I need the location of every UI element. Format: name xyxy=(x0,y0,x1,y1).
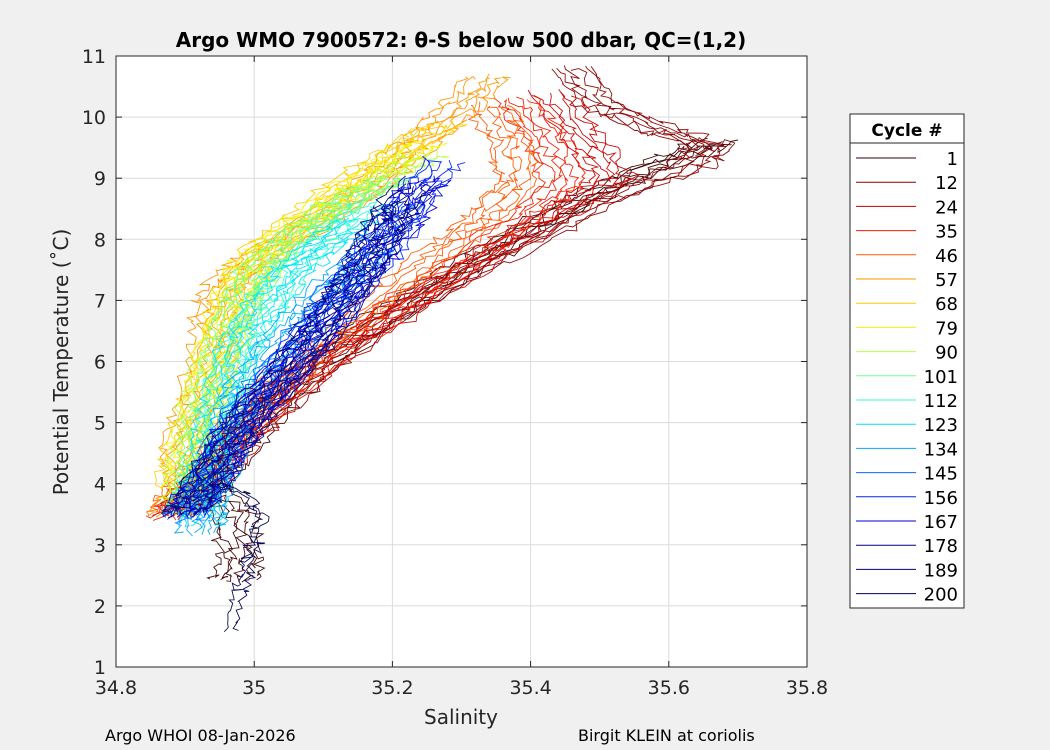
legend-entry-label: 178 xyxy=(924,536,958,557)
legend-entry-label: 101 xyxy=(924,367,958,388)
legend: Cycle # 11224354657687990101112123134145… xyxy=(849,113,965,609)
legend-entry-label: 156 xyxy=(924,488,958,509)
profile-line-cycle-189 xyxy=(175,184,394,505)
x-tick-label: 34.8 xyxy=(95,677,137,699)
profile-line-cycle-134 xyxy=(173,252,351,534)
legend-entry-label: 24 xyxy=(935,197,958,218)
profile-line-cycle-68 xyxy=(171,122,446,492)
chart-title: Argo WMO 7900572: θ-S below 500 dbar, QC… xyxy=(176,28,746,52)
y-tick-label: 10 xyxy=(82,107,106,129)
profile-line-cycle-189 xyxy=(186,180,412,504)
legend-entry-label: 90 xyxy=(935,343,958,364)
profile-line-cycle-178 xyxy=(176,203,397,516)
y-tick-label: 6 xyxy=(94,352,106,374)
profile-line-cycle-46 xyxy=(180,105,532,512)
y-tick-label: 11 xyxy=(82,46,106,68)
profile-line-cycle-90 xyxy=(177,155,421,503)
profile-line-cycle-200 xyxy=(222,483,270,631)
legend-entry-label: 57 xyxy=(935,270,958,291)
legend-entry-label: 112 xyxy=(924,391,958,412)
x-axis-label: Salinity xyxy=(424,705,498,729)
y-tick-label: 2 xyxy=(94,596,106,618)
y-tick-label: 5 xyxy=(94,413,106,435)
legend-entry-label: 79 xyxy=(935,318,958,339)
x-tick-label: 35.4 xyxy=(509,677,551,699)
y-tick-label: 4 xyxy=(94,474,106,496)
y-axis-label: Potential Temperature (˚C) xyxy=(49,229,73,496)
profile-line-cycle-35 xyxy=(152,98,556,521)
profile-line-cycle-24 xyxy=(195,95,640,515)
footer-source: Argo WHOI 08-Jan-2026 xyxy=(105,726,296,745)
profile-line-cycle-46 xyxy=(164,105,517,517)
legend-entry-label: 189 xyxy=(924,560,958,581)
footer-credit: Birgit KLEIN at coriolis xyxy=(578,726,755,745)
profile-line-cycle-134 xyxy=(213,248,392,534)
axis-ticks: 34.8 35 35.2 35.4 35.6 35.8 1 2 3 4 5 6 7 8 9 10 11 xyxy=(82,46,828,699)
legend-entry-label: 35 xyxy=(935,222,958,243)
profile-line-cycle-46 xyxy=(189,105,540,517)
legend-entry-label: 145 xyxy=(924,464,958,485)
profile-line-cycle-112 xyxy=(185,199,379,517)
legend-box xyxy=(849,113,965,609)
profile-line-cycle-189 xyxy=(176,183,407,506)
legend-entry-label: 200 xyxy=(924,585,958,606)
profile-line-cycle-189 xyxy=(208,184,440,505)
profile-line-cycle-167 xyxy=(170,177,419,516)
profile-line-cycle-101 xyxy=(183,177,389,507)
x-tick-label: 35 xyxy=(242,677,266,699)
profile-line-cycle-200 xyxy=(217,481,264,633)
profile-line-cycle-101 xyxy=(165,178,371,506)
x-tick-label: 35.2 xyxy=(371,677,413,699)
legend-entry-label: 46 xyxy=(935,246,958,267)
y-tick-label: 8 xyxy=(94,229,106,251)
x-tick-label: 35.8 xyxy=(786,677,828,699)
legend-entry-label: 123 xyxy=(924,415,958,436)
profile-line-cycle-112 xyxy=(169,199,363,515)
legend-entry-label: 1 xyxy=(947,149,958,170)
profile-traces xyxy=(145,65,739,633)
legend-entry-label: 12 xyxy=(935,173,958,194)
profile-line-cycle-189 xyxy=(201,184,427,502)
legend-title: Cycle # xyxy=(871,121,942,141)
x-tick-label: 35.6 xyxy=(648,677,690,699)
y-tick-label: 3 xyxy=(94,535,106,557)
legend-entry-label: 134 xyxy=(924,439,958,460)
y-tick-label: 1 xyxy=(94,657,106,679)
y-tick-label: 9 xyxy=(94,168,106,190)
y-tick-label: 7 xyxy=(94,290,106,312)
profile-line-cycle-189 xyxy=(192,186,414,502)
legend-entry-label: 68 xyxy=(935,294,958,315)
legend-entry-label: 167 xyxy=(924,512,958,533)
